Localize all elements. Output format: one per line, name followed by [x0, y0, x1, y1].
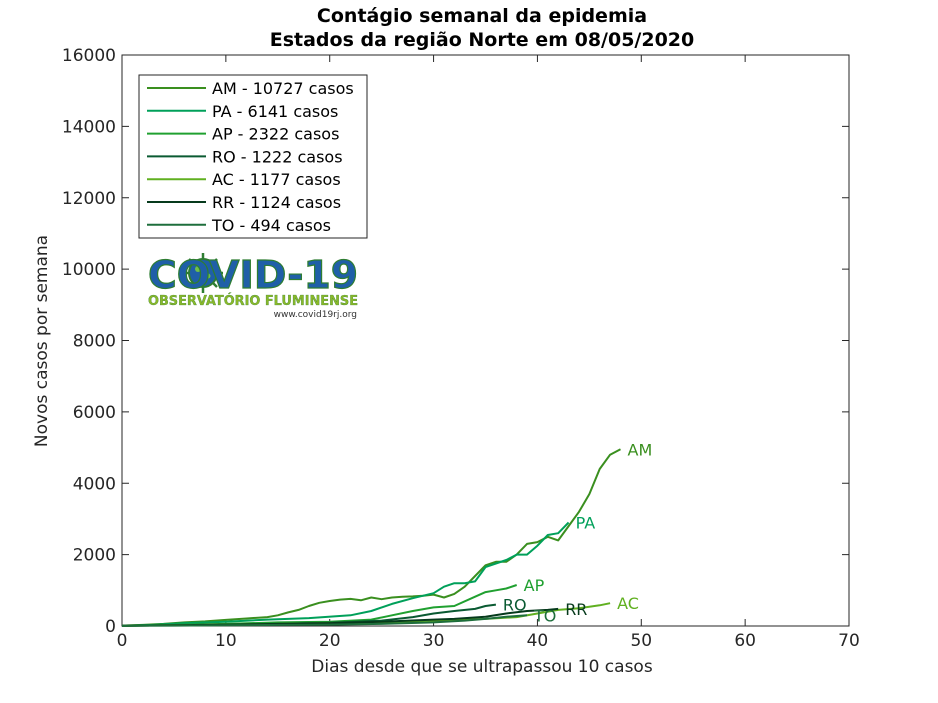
- x-tick-label: 20: [319, 631, 341, 651]
- x-tick-label: 50: [630, 631, 652, 651]
- y-tick-label: 6000: [73, 403, 116, 423]
- logo-sub-text: OBSERVATÓRIO FLUMINENSE: [148, 293, 358, 309]
- y-tick-label: 16000: [62, 46, 116, 66]
- y-tick-label: 10000: [62, 260, 116, 280]
- legend-label-am: AM - 10727 casos: [212, 79, 354, 98]
- axis-ticks: 0 10 20 30 40 50 60 70 0 2000 4000 6000 8000 10000 120…: [62, 46, 860, 651]
- x-tick-label: 0: [117, 631, 128, 651]
- virus-icon: [183, 253, 223, 293]
- y-tick-label: 8000: [73, 332, 116, 352]
- series-end-label-ap: AP: [524, 576, 545, 595]
- legend-label-ac: AC - 1177 casos: [212, 170, 341, 189]
- legend: AM - 10727 casos PA - 6141 casos AP - 2322…: [138, 74, 368, 239]
- x-axis-label: Dias desde que se ultrapassou 10 casos: [311, 657, 653, 677]
- y-tick-label: 12000: [62, 189, 116, 209]
- y-tick-label: 4000: [73, 474, 116, 494]
- legend-entries: AM - 10727 casos PA - 6141 casos AP - 2322…: [147, 79, 354, 235]
- series-end-label-pa: PA: [576, 514, 596, 533]
- y-tick-label: 0: [105, 617, 116, 637]
- series-line-to: [121, 614, 528, 627]
- y-axis-label: Novos casos por semana: [32, 235, 52, 447]
- logo-url-text: www.covid19rj.org: [274, 310, 357, 320]
- x-tick-label: 30: [423, 631, 445, 651]
- x-tick-label: 70: [838, 631, 860, 651]
- y-tick-label: 14000: [62, 117, 116, 137]
- legend-label-to: TO - 494 casos: [211, 216, 331, 235]
- series-line-pa: [121, 521, 570, 627]
- series-end-label-am: AM: [628, 440, 653, 459]
- legend-label-ap: AP - 2322 casos: [212, 125, 339, 144]
- chart-title: Contágio semanal da epidemia: [317, 5, 647, 27]
- logo-main-text: COVID-19: [148, 253, 358, 297]
- series-end-label-ro: RO: [503, 596, 527, 615]
- x-tick-label: 40: [527, 631, 549, 651]
- x-tick-label: 60: [734, 631, 756, 651]
- series-end-label-rr: RR: [565, 600, 587, 619]
- covid19-logo: COVID-19 OBSERVATÓRIO FLUMINENSE www.cov…: [147, 252, 358, 320]
- series-end-label-to: TO: [533, 606, 556, 625]
- y-tick-label: 2000: [73, 546, 116, 566]
- chart-subtitle: Estados da região Norte em 08/05/2020: [270, 29, 695, 51]
- series-lines: [121, 448, 621, 627]
- legend-label-rr: RR - 1124 casos: [212, 193, 341, 212]
- x-tick-label: 10: [215, 631, 237, 651]
- series-end-label-ac: AC: [617, 594, 639, 613]
- legend-label-ro: RO - 1222 casos: [212, 147, 343, 166]
- series-line-am: [121, 448, 621, 627]
- legend-label-pa: PA - 6141 casos: [212, 102, 338, 121]
